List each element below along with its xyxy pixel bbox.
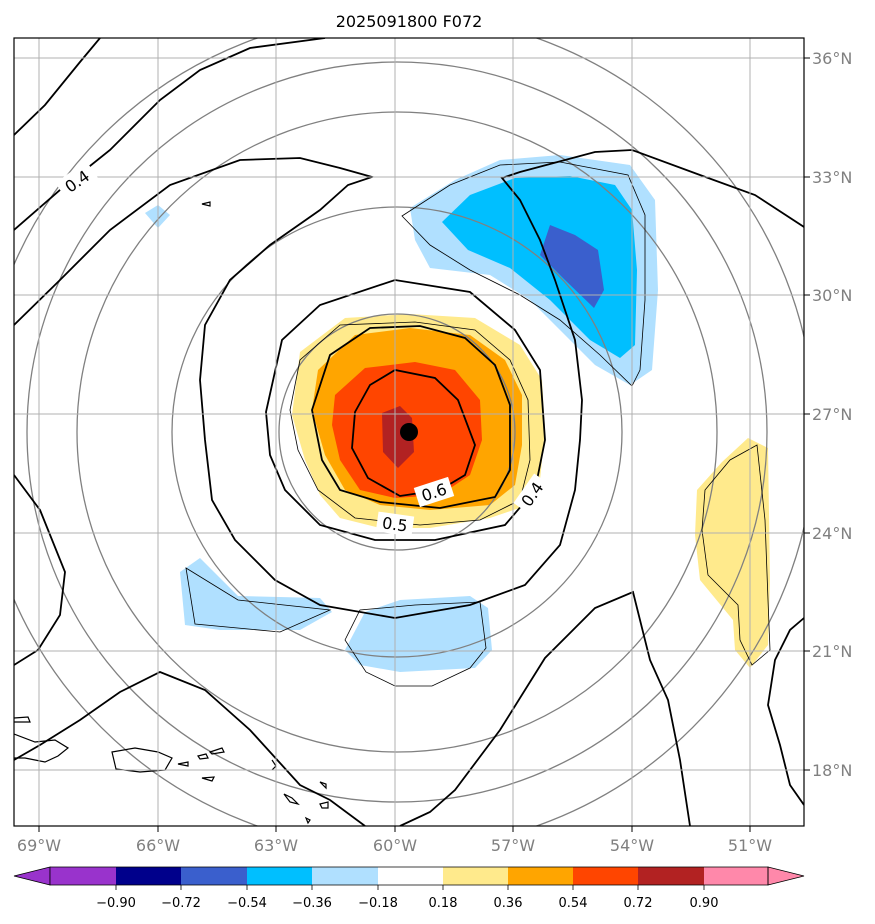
contour-labels: 0.4 0.6 0.5 0.4 <box>55 161 551 537</box>
lat-tick-label: 36°N <box>812 49 852 68</box>
gridlines <box>14 38 804 826</box>
colorbar-segment <box>443 867 508 885</box>
lat-tick-label: 21°N <box>812 642 852 661</box>
colorbar-segment <box>181 867 247 885</box>
lon-tick-label: 69°W <box>17 836 61 855</box>
colorbar-segment <box>704 867 768 885</box>
colorbar: −0.90 −0.72 −0.54 −0.36 −0.18 0.18 0.36 … <box>13 866 805 911</box>
island-small-2 <box>197 753 209 760</box>
shade-positive-east <box>695 438 770 668</box>
lon-tick-label: 57°W <box>491 836 535 855</box>
shade-positive-072 <box>382 406 414 468</box>
lon-tick-label: 51°W <box>728 836 772 855</box>
island-small-11 <box>201 201 211 207</box>
shade-negative-ne-054 <box>540 225 604 308</box>
colorbar-outline <box>49 866 769 886</box>
lat-tick-label: 18°N <box>812 761 852 780</box>
map-title: 2025091800 F072 <box>336 12 483 31</box>
lat-tick-label: 30°N <box>812 286 852 305</box>
colorbar-segment <box>508 867 573 885</box>
colorbar-tick-label: −0.36 <box>292 896 332 911</box>
colorbar-tick-label: −0.54 <box>227 896 267 911</box>
island-hispaniola <box>14 733 70 763</box>
island-small-7 <box>283 793 300 806</box>
range-circles <box>14 38 804 826</box>
lat-tick-label: 33°N <box>812 168 852 187</box>
lat-tick-labels: 36°N 33°N 30°N 27°N 24°N 21°N 18°N <box>812 49 852 780</box>
map-area: 0.4 0.6 0.5 0.4 <box>14 38 804 826</box>
lon-tick-labels: 69°W 66°W 63°W 60°W 57°W 54°W 51°W <box>17 836 772 855</box>
colorbar-tick-label: 0.90 <box>690 896 719 911</box>
colorbar-tick-label: −0.72 <box>161 896 201 911</box>
lon-tick-label: 63°W <box>254 836 298 855</box>
thin-contours <box>185 161 771 687</box>
colorbar-extend-high <box>767 866 805 886</box>
colorbar-tick-label: 0.36 <box>494 896 523 911</box>
island-small-5 <box>201 776 216 782</box>
colorbar-segment <box>312 867 378 885</box>
thick-contours <box>14 38 804 826</box>
colorbar-segment <box>247 867 312 885</box>
storm-center-marker <box>400 423 418 441</box>
colorbar-tick-label: 0.72 <box>624 896 653 911</box>
lon-tick-label: 66°W <box>136 836 180 855</box>
contour-label-middle: 0.5 <box>381 513 409 535</box>
colorbar-segment <box>573 867 638 885</box>
map-frame <box>13 37 805 827</box>
tick-marks <box>38 57 810 832</box>
island-small-4 <box>177 761 189 767</box>
colorbar-segment <box>378 867 443 885</box>
colorbar-segment <box>638 867 704 885</box>
island-small-8 <box>319 781 327 790</box>
lon-tick-label: 54°W <box>610 836 654 855</box>
island-small-3 <box>208 747 225 755</box>
island-small-9 <box>319 801 329 809</box>
island-small-10 <box>304 816 311 825</box>
colorbar-tick-label: −0.90 <box>96 896 136 911</box>
colorbar-segment <box>50 867 116 885</box>
island-small-1 <box>14 716 31 723</box>
colorbar-tick-label: −0.18 <box>358 896 398 911</box>
colorbar-tick-label: 0.18 <box>429 896 458 911</box>
lat-tick-label: 24°N <box>812 524 852 543</box>
shade-negative-sw <box>180 558 332 630</box>
colorbar-segment <box>116 867 181 885</box>
colorbar-tick-label: 0.54 <box>559 896 588 911</box>
lat-tick-label: 27°N <box>812 405 852 424</box>
lon-tick-label: 60°W <box>373 836 417 855</box>
colorbar-extend-low <box>13 866 51 886</box>
